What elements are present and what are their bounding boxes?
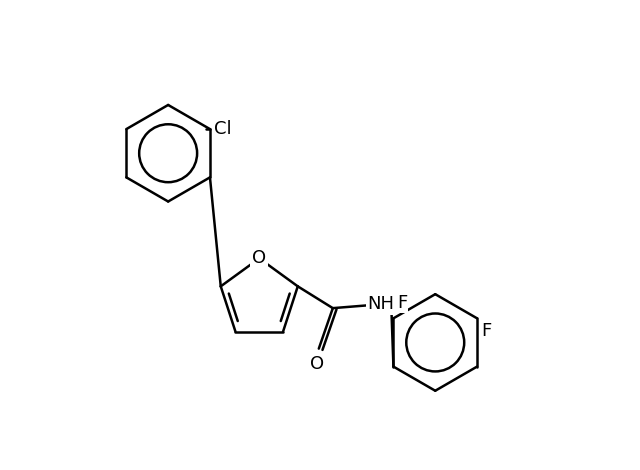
Text: F: F: [397, 294, 408, 312]
Text: Cl: Cl: [214, 120, 232, 138]
Text: F: F: [481, 322, 492, 340]
Text: O: O: [310, 355, 324, 373]
Text: NH: NH: [367, 295, 395, 313]
Text: O: O: [252, 250, 266, 267]
